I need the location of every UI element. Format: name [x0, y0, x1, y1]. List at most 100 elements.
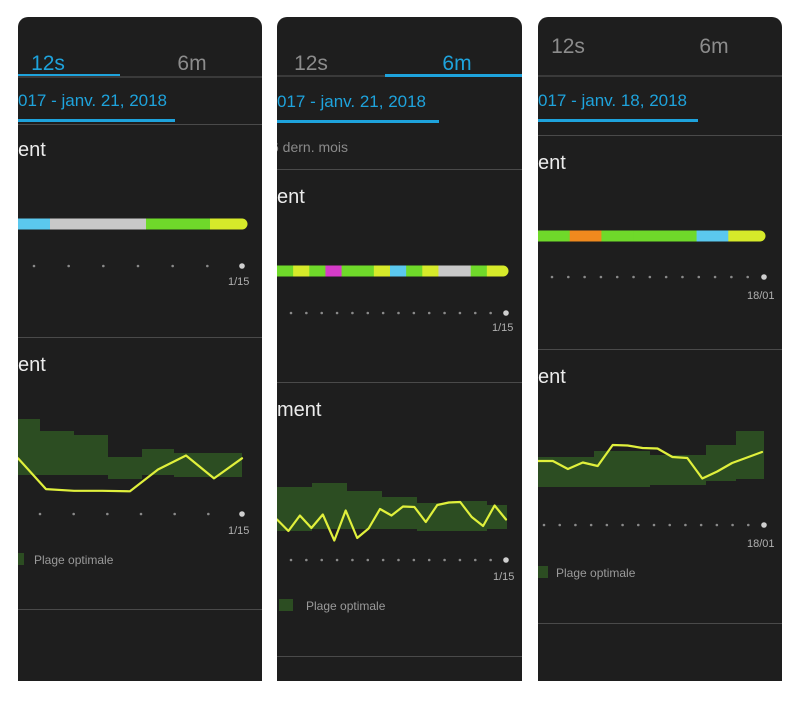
- axis-tick-dot: [681, 275, 684, 279]
- axis-tick-dot: [632, 275, 635, 279]
- axis-tick-dot: [381, 311, 385, 315]
- trend-line: [277, 500, 508, 542]
- status-segment: [293, 265, 310, 277]
- active-tab-indicator: [385, 74, 522, 77]
- axis-tick-dot: [305, 558, 308, 562]
- axis-tick-dot: [320, 558, 324, 562]
- axis-tick-dot: [558, 523, 562, 527]
- status-axis: [289, 310, 509, 316]
- axis-tick-dot: [335, 311, 339, 315]
- date-range-selector[interactable]: 017 - janv. 21, 2018: [277, 92, 427, 111]
- axis-tick-dot: [664, 275, 668, 279]
- tab-6m[interactable]: 6m: [442, 52, 472, 75]
- axis-tick-dot: [136, 264, 140, 268]
- status-segment: [422, 265, 440, 277]
- status-segment-end: [754, 230, 766, 242]
- status-segment: [309, 265, 327, 277]
- axis-tick-dot: [412, 558, 416, 562]
- trend-axis-end-label: 1/15: [493, 571, 515, 583]
- axis-tick-dot: [443, 311, 446, 315]
- legend-swatch: [538, 566, 548, 578]
- status-segment: [373, 265, 391, 277]
- axis-tick-dot: [731, 523, 734, 527]
- period-tabs: 12s 6m: [538, 17, 782, 93]
- status-segment: [454, 265, 472, 277]
- trend-chart-3: [538, 431, 767, 528]
- axis-tick-dot: [320, 311, 324, 315]
- axis-tick-dot: [458, 558, 462, 562]
- axis-tick-dot: [458, 311, 462, 315]
- axis-end-marker: [761, 522, 767, 528]
- axis-tick-dot: [567, 275, 570, 279]
- app-panel-3: 12s 6m 017 - janv. 18, 2018 ent 18/01 en…: [538, 17, 782, 681]
- status-segment: [210, 218, 243, 230]
- section-divider: [277, 382, 522, 383]
- period-subtitle: 6 dern. mois: [277, 139, 349, 155]
- axis-tick-dot: [489, 311, 492, 315]
- status-bar: [18, 218, 248, 230]
- trend-series: [277, 500, 508, 542]
- status-segment: [18, 218, 51, 230]
- trend-axis: [542, 522, 767, 528]
- tab-6m[interactable]: 6m: [177, 52, 207, 75]
- trend-series: [538, 443, 764, 480]
- axis-tick-dot: [102, 264, 105, 268]
- axis-tick-dot: [366, 558, 370, 562]
- axis-tick-dot: [67, 264, 70, 268]
- legend-label: Plage optimale: [306, 599, 386, 613]
- section-title-trend: ment: [277, 399, 322, 421]
- axis-tick-dot: [351, 311, 354, 315]
- status-bar: [538, 230, 766, 242]
- trend-axis-end-label: 1/15: [228, 525, 250, 537]
- date-range-selector[interactable]: 017 - janv. 18, 2018: [538, 91, 688, 110]
- period-tabs: 12s 6m: [18, 17, 262, 93]
- section-divider: [18, 124, 262, 125]
- section-divider: [277, 656, 522, 657]
- status-segment: [470, 265, 488, 277]
- status-segment: [277, 265, 294, 277]
- section-title-status: ent: [538, 152, 566, 174]
- axis-tick-dot: [106, 512, 109, 516]
- tab-12s[interactable]: 12s: [31, 52, 65, 75]
- tab-12s[interactable]: 12s: [294, 52, 328, 75]
- status-segment: [696, 230, 729, 242]
- trend-axis: [289, 557, 509, 563]
- status-segment: [664, 230, 698, 242]
- axis-tick-dot: [207, 512, 210, 516]
- status-segment: [438, 265, 456, 277]
- axis-tick-dot: [72, 512, 75, 516]
- status-segment: [341, 265, 359, 277]
- period-tabs: 12s 6m: [277, 17, 522, 93]
- axis-end-marker: [239, 511, 245, 517]
- date-range-underline: [18, 119, 175, 122]
- axis-tick-dot: [652, 523, 656, 527]
- legend-label: Plage optimale: [34, 553, 114, 567]
- trend-series: [18, 454, 244, 493]
- legend-label: Plage optimale: [556, 566, 636, 580]
- optimal-range-band: [18, 419, 242, 479]
- status-segment: [178, 218, 211, 230]
- optimal-range-band: [538, 431, 764, 487]
- axis-tick-dot: [289, 558, 293, 562]
- axis-tick-dot: [550, 275, 554, 279]
- status-segment-end: [497, 265, 509, 277]
- section-title-status: ent: [18, 139, 46, 161]
- tab-divider: [18, 76, 262, 78]
- status-segment: [357, 265, 375, 277]
- date-range-selector[interactable]: 017 - janv. 21, 2018: [18, 91, 168, 110]
- axis-tick-dot: [715, 523, 719, 527]
- axis-end-marker: [761, 274, 767, 280]
- trend-axis: [38, 511, 245, 517]
- status-axis-end-label: 1/15: [492, 322, 514, 334]
- axis-tick-dot: [32, 264, 36, 268]
- section-divider: [538, 135, 782, 136]
- tab-6m[interactable]: 6m: [699, 35, 729, 58]
- axis-tick-dot: [366, 311, 370, 315]
- axis-tick-dot: [746, 523, 750, 527]
- status-segment: [406, 265, 423, 277]
- axis-tick-dot: [305, 311, 308, 315]
- trend-chart-1: [18, 419, 245, 517]
- axis-tick-dot: [599, 275, 603, 279]
- axis-tick-dot: [443, 558, 446, 562]
- tab-12s[interactable]: 12s: [551, 35, 585, 58]
